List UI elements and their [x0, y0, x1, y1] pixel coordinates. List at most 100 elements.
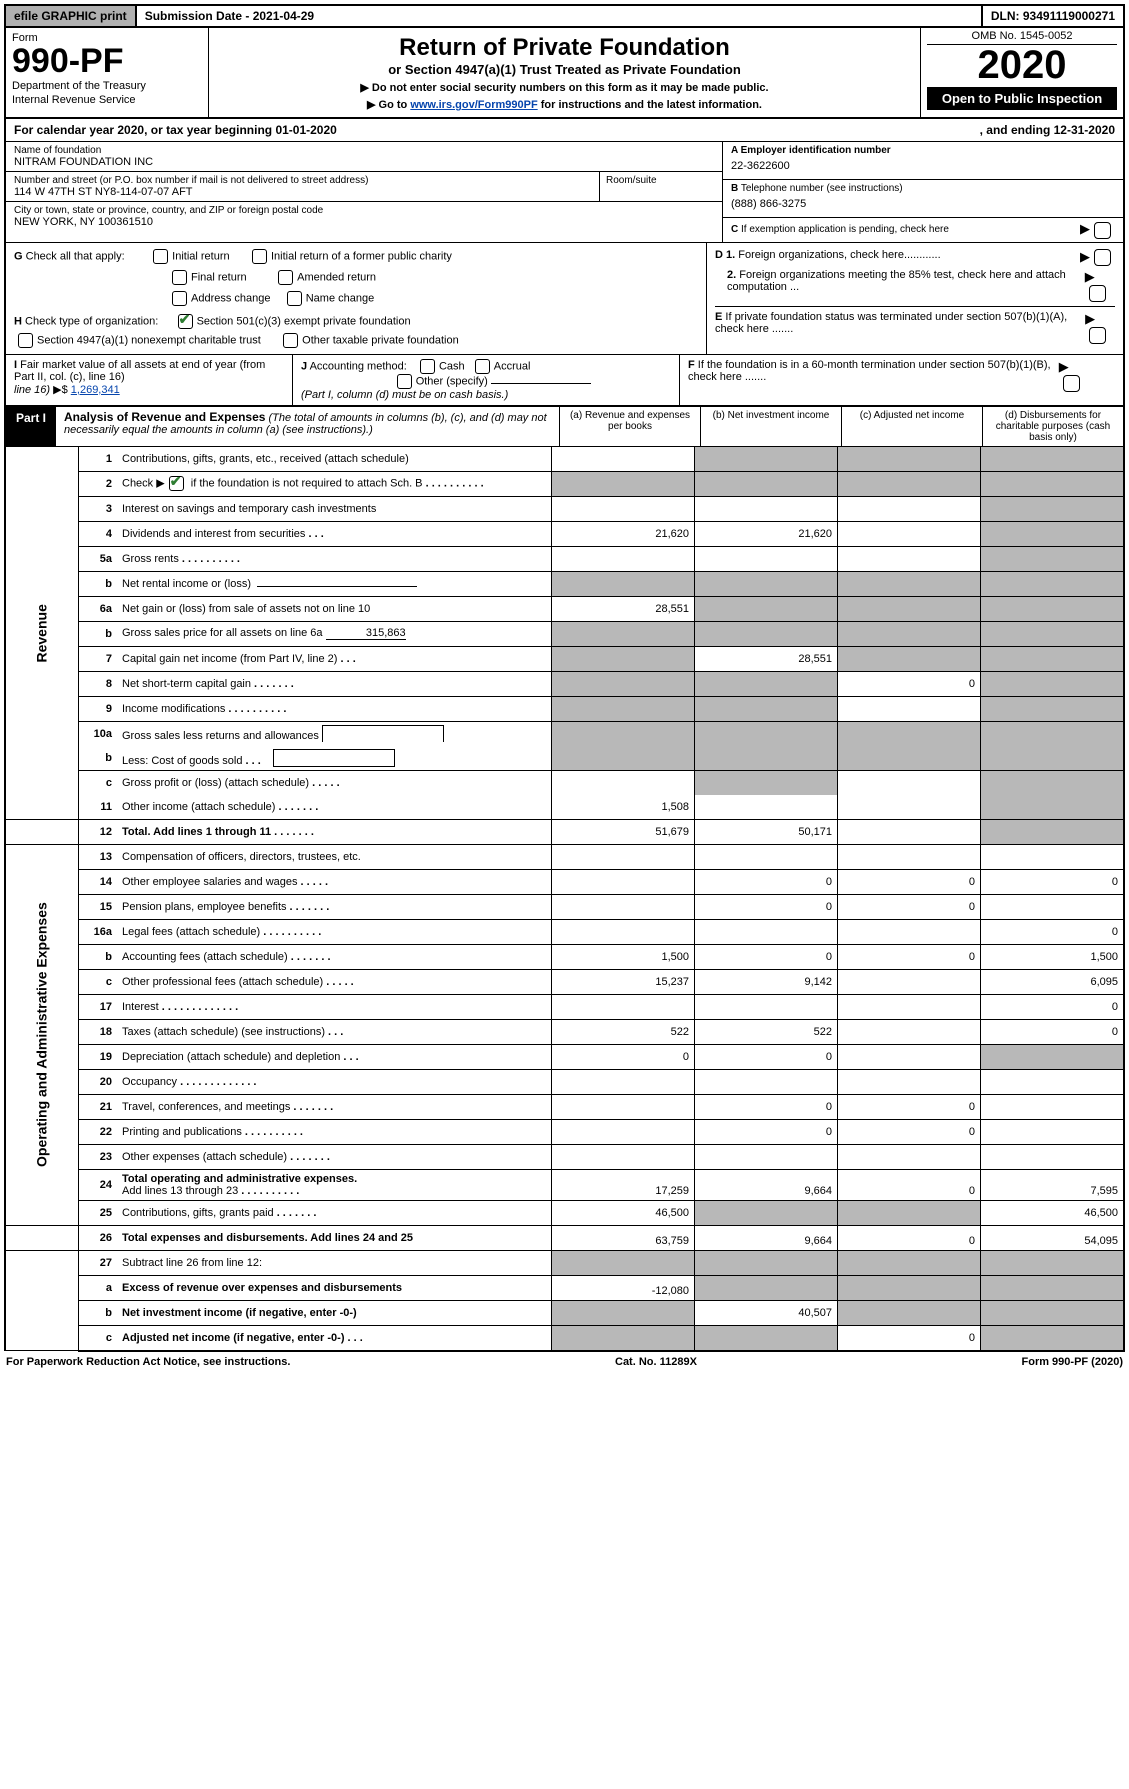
irs-label: Internal Revenue Service — [12, 94, 202, 106]
row-desc: Check ▶ if the foundation is not require… — [117, 471, 552, 496]
table-row: b Net rental income or (loss) — [5, 571, 1124, 596]
cash-checkbox[interactable] — [420, 359, 435, 374]
4947-label: Section 4947(a)(1) nonexempt charitable … — [37, 334, 261, 346]
goto-note: ▶ Go to www.irs.gov/Form990PF for instru… — [219, 98, 910, 111]
f-checkbox[interactable] — [1063, 375, 1080, 392]
row-desc: Income modifications . . . . . . . . . . — [117, 696, 552, 721]
c-checkbox[interactable] — [1094, 222, 1111, 239]
row-num: 13 — [79, 844, 118, 869]
row-num: 4 — [79, 521, 118, 546]
final-return-checkbox[interactable] — [172, 270, 187, 285]
other-method-checkbox[interactable] — [397, 374, 412, 389]
table-row: 15 Pension plans, employee benefits . . … — [5, 894, 1124, 919]
g-text: Check all that apply: — [23, 250, 125, 262]
other-method-label: Other (specify) — [416, 375, 488, 387]
amt-cell: 0 — [838, 1119, 981, 1144]
amt-cell: 46,500 — [552, 1200, 695, 1225]
row-num: 9 — [79, 696, 118, 721]
street-cell: Number and street (or P.O. box number if… — [6, 172, 599, 201]
row-num: 14 — [79, 869, 118, 894]
e-text: If private foundation status was termina… — [715, 311, 1067, 335]
row-desc: Total expenses and disbursements. Add li… — [117, 1225, 552, 1250]
initial-former-label: Initial return of a former public charit… — [271, 250, 452, 262]
d1-checkbox[interactable] — [1094, 249, 1111, 266]
row-num: 8 — [79, 671, 118, 696]
amt-cell: 0 — [981, 994, 1125, 1019]
amt-cell: 50,171 — [695, 819, 838, 844]
row-num: 19 — [79, 1044, 118, 1069]
row-num: 2 — [79, 471, 118, 496]
amended-return-checkbox[interactable] — [278, 270, 293, 285]
page-footer: For Paperwork Reduction Act Notice, see … — [4, 1352, 1125, 1368]
name-change-checkbox[interactable] — [287, 291, 302, 306]
amt-cell: 7,595 — [981, 1169, 1125, 1200]
amt-cell: 0 — [838, 869, 981, 894]
row-num: 3 — [79, 496, 118, 521]
d2-checkbox[interactable] — [1089, 285, 1106, 302]
amt-cell: 28,551 — [552, 596, 695, 621]
table-row: Operating and Administrative Expenses 13… — [5, 844, 1124, 869]
initial-return-label: Initial return — [172, 250, 229, 262]
name-label: Name of foundation — [14, 145, 714, 156]
ein-value: 22-3622600 — [731, 156, 1115, 176]
row-num: c — [79, 969, 118, 994]
row-num: 15 — [79, 894, 118, 919]
table-row: 5a Gross rents . . . . . . . . . . — [5, 546, 1124, 571]
row-num: b — [79, 571, 118, 596]
amt-cell: 51,679 — [552, 819, 695, 844]
ssn-warning: ▶ Do not enter social security numbers o… — [219, 81, 910, 94]
calendar-year-row: For calendar year 2020, or tax year begi… — [4, 119, 1125, 142]
f-text: If the foundation is in a 60-month termi… — [688, 359, 1051, 383]
table-row: 4 Dividends and interest from securities… — [5, 521, 1124, 546]
i-prefix: ▶$ — [53, 384, 71, 396]
amt-cell: 0 — [838, 671, 981, 696]
amt-cell: 0 — [838, 1325, 981, 1351]
form-ref: Form 990-PF (2020) — [1022, 1356, 1123, 1368]
foundation-name: NITRAM FOUNDATION INC — [14, 156, 714, 168]
amt-cell: 0 — [838, 894, 981, 919]
row-num: 22 — [79, 1119, 118, 1144]
other-taxable-checkbox[interactable] — [283, 333, 298, 348]
table-row: 20 Occupancy . . . . . . . . . . . . . — [5, 1069, 1124, 1094]
row-desc: Capital gain net income (from Part IV, l… — [117, 646, 552, 671]
form-title: Return of Private Foundation — [219, 34, 910, 62]
fmv-amount[interactable]: 1,269,341 — [71, 384, 120, 396]
irs-link[interactable]: www.irs.gov/Form990PF — [410, 99, 537, 111]
row-desc: Less: Cost of goods sold . . . — [117, 746, 552, 771]
col-b-header: (b) Net investment income — [701, 407, 842, 446]
street-label: Number and street (or P.O. box number if… — [14, 175, 591, 186]
part1-header: Part I Analysis of Revenue and Expenses … — [4, 406, 1125, 447]
row-desc: Compensation of officers, directors, tru… — [117, 844, 552, 869]
ein-cell: A Employer identification number 22-3622… — [723, 142, 1123, 180]
form-header: Form 990-PF Department of the Treasury I… — [4, 28, 1125, 119]
amt-cell: 9,664 — [695, 1169, 838, 1200]
j-text: Accounting method: — [307, 360, 407, 372]
efile-print-button[interactable]: efile GRAPHIC print — [6, 6, 137, 26]
501c3-label: Section 501(c)(3) exempt private foundat… — [197, 315, 411, 327]
4947-checkbox[interactable] — [18, 333, 33, 348]
table-row: 6a Net gain or (loss) from sale of asset… — [5, 596, 1124, 621]
name-change-label: Name change — [306, 292, 375, 304]
address-change-label: Address change — [191, 292, 271, 304]
goto-pre: ▶ Go to — [367, 99, 410, 111]
initial-return-checkbox[interactable] — [153, 249, 168, 264]
amt-cell: 1,508 — [552, 795, 695, 820]
501c3-checkbox[interactable] — [178, 314, 193, 329]
schb-checkbox[interactable] — [169, 476, 184, 491]
address-change-checkbox[interactable] — [172, 291, 187, 306]
amt-cell: 0 — [838, 1169, 981, 1200]
e-checkbox[interactable] — [1089, 327, 1106, 344]
row-num: 27 — [79, 1250, 118, 1275]
city-label: City or town, state or province, country… — [14, 205, 714, 216]
part1-title: Analysis of Revenue and Expenses — [64, 410, 265, 424]
cat-no: Cat. No. 11289X — [615, 1356, 697, 1368]
accrual-checkbox[interactable] — [475, 359, 490, 374]
row-num: 18 — [79, 1019, 118, 1044]
table-row: 3 Interest on savings and temporary cash… — [5, 496, 1124, 521]
table-row: c Other professional fees (attach schedu… — [5, 969, 1124, 994]
row-desc: Gross rents . . . . . . . . . . — [117, 546, 552, 571]
amt-cell: 0 — [552, 1044, 695, 1069]
c-pending-cell: C If exemption application is pending, c… — [723, 218, 1123, 242]
table-row: b Accounting fees (attach schedule) . . … — [5, 944, 1124, 969]
initial-former-checkbox[interactable] — [252, 249, 267, 264]
